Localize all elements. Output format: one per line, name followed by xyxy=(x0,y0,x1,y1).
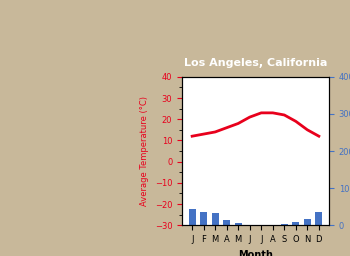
Bar xyxy=(212,213,219,225)
Bar xyxy=(281,223,288,225)
Bar xyxy=(189,209,196,225)
Bar xyxy=(304,219,311,225)
Bar xyxy=(292,222,299,225)
Y-axis label: Average Temperature (°C): Average Temperature (°C) xyxy=(140,96,149,206)
Bar xyxy=(235,223,242,225)
Text: Los Angeles, California: Los Angeles, California xyxy=(184,58,327,68)
Bar xyxy=(223,220,230,225)
Bar xyxy=(200,212,207,225)
Bar xyxy=(315,212,322,225)
X-axis label: Month: Month xyxy=(238,250,273,256)
